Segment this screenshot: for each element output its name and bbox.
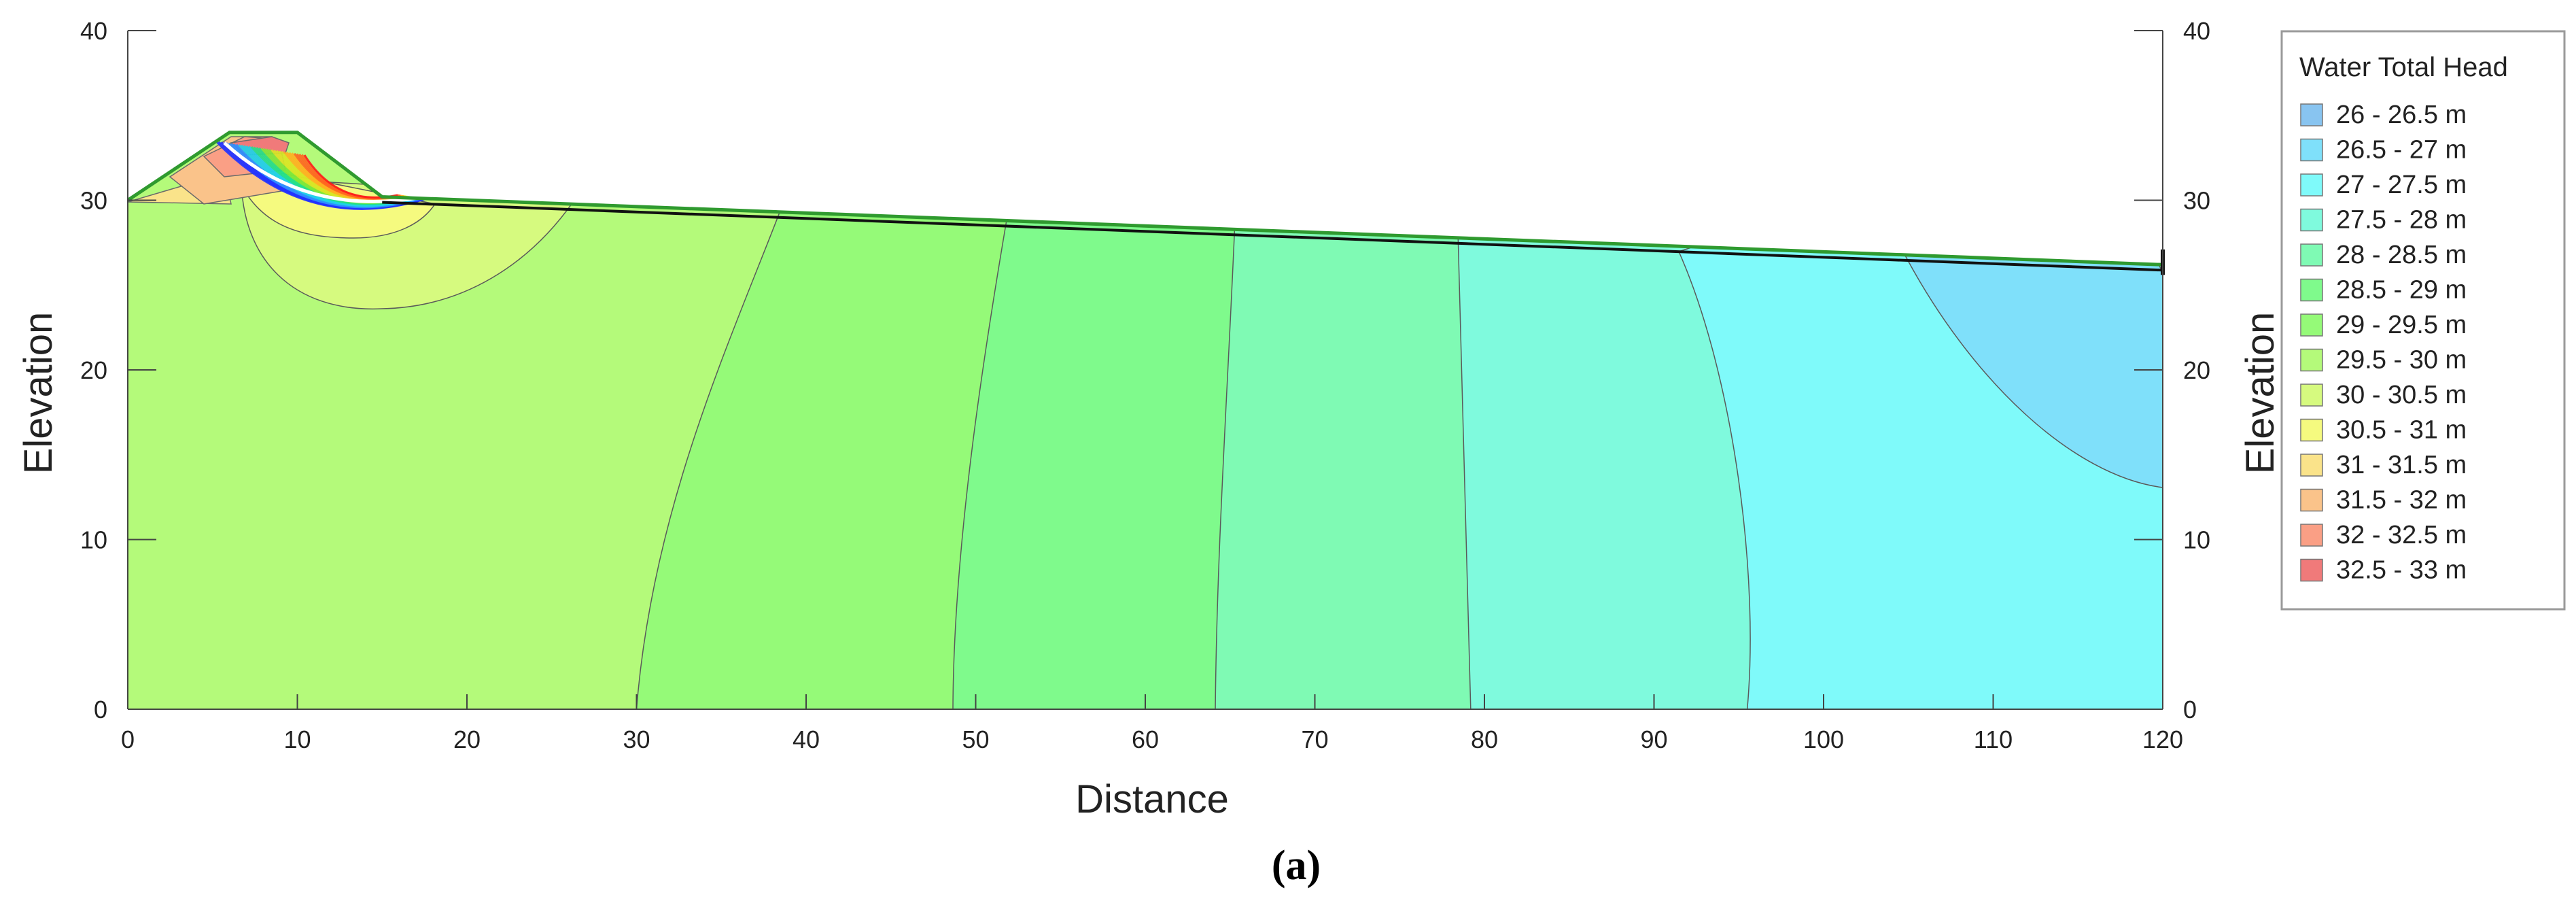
x-tick-label: 90 xyxy=(1640,726,1667,753)
legend-swatch xyxy=(2300,524,2323,547)
legend-swatch xyxy=(2300,384,2323,407)
y-tick-label-left: 10 xyxy=(80,526,107,554)
y-tick-label-left: 40 xyxy=(80,17,107,45)
legend-swatch xyxy=(2300,243,2323,267)
plot-area xyxy=(126,131,2165,709)
legend-item-label: 32.5 - 33 m xyxy=(2336,556,2467,585)
axes: Distance Elevation Elevation 0 10 20 30 40 50… xyxy=(16,17,2282,821)
x-tick-label: 40 xyxy=(793,726,820,753)
legend: Water Total Head 26 - 26.5 m 26.5 - 27 m 2… xyxy=(2280,30,2566,611)
legend-box xyxy=(2280,30,2566,611)
legend-item-label: 31.5 - 32 m xyxy=(2336,486,2467,515)
legend-swatch xyxy=(2300,418,2323,442)
legend-swatch xyxy=(2300,454,2323,477)
x-tick-label: 30 xyxy=(623,726,650,753)
legend-swatch xyxy=(2300,558,2323,582)
legend-swatch xyxy=(2300,208,2323,232)
legend-item-label: 29.5 - 30 m xyxy=(2336,346,2467,375)
x-tick-label: 20 xyxy=(453,726,481,753)
y-tick-label-right: 40 xyxy=(2183,17,2210,45)
legend-swatch xyxy=(2300,278,2323,302)
x-tick-label: 60 xyxy=(1132,726,1159,753)
y-tick-label-right: 10 xyxy=(2183,526,2210,554)
legend-item-label: 29 - 29.5 m xyxy=(2336,311,2467,339)
y-axis-title-right: Elevation xyxy=(2238,312,2282,475)
x-tick-label: 120 xyxy=(2142,726,2183,753)
x-tick-label: 50 xyxy=(962,726,989,753)
legend-item-label: 28.5 - 29 m xyxy=(2336,276,2467,305)
x-tick-label: 0 xyxy=(121,726,135,753)
legend-item-label: 26 - 26.5 m xyxy=(2336,101,2467,129)
legend-item-label: 26.5 - 27 m xyxy=(2336,136,2467,165)
critical-slip-surface xyxy=(223,141,422,203)
legend-item-label: 28 - 28.5 m xyxy=(2336,241,2467,269)
x-tick-label: 10 xyxy=(283,726,311,753)
legend-swatch xyxy=(2300,103,2323,126)
legend-swatch xyxy=(2300,348,2323,372)
figure-caption: (a) xyxy=(1272,842,1321,889)
y-tick-label-right: 30 xyxy=(2183,187,2210,215)
y-tick-label-right: 20 xyxy=(2183,356,2210,384)
legend-item-label: 27.5 - 28 m xyxy=(2336,206,2467,235)
x-tick-label: 110 xyxy=(1974,726,2013,753)
x-tick-label: 100 xyxy=(1803,726,1844,753)
y-tick-label-left: 30 xyxy=(80,187,107,215)
legend-swatch xyxy=(2300,313,2323,337)
surface-layer-line xyxy=(382,201,2163,272)
legend-item-label: 30.5 - 31 m xyxy=(2336,416,2467,445)
x-tick-label: 70 xyxy=(1301,726,1328,753)
y-axis-title-left: Elevation xyxy=(16,312,60,475)
x-tick-label: 80 xyxy=(1471,726,1498,753)
y-tick-label-left: 0 xyxy=(94,696,107,723)
legend-item-label: 27 - 27.5 m xyxy=(2336,171,2467,199)
ground-surface-line xyxy=(126,131,2163,267)
legend-swatch xyxy=(2300,488,2323,512)
legend-title: Water Total Head xyxy=(2299,52,2508,82)
legend-swatch xyxy=(2300,173,2323,197)
x-axis-title: Distance xyxy=(1075,777,1229,821)
legend-swatch xyxy=(2300,138,2323,162)
legend-item-label: 30 - 30.5 m xyxy=(2336,381,2467,409)
y-tick-label-left: 20 xyxy=(80,356,107,384)
y-tick-label-right: 0 xyxy=(2183,696,2197,723)
legend-item-label: 31 - 31.5 m xyxy=(2336,451,2467,479)
legend-item-label: 32 - 32.5 m xyxy=(2336,521,2467,549)
contour-bands xyxy=(128,132,2163,709)
